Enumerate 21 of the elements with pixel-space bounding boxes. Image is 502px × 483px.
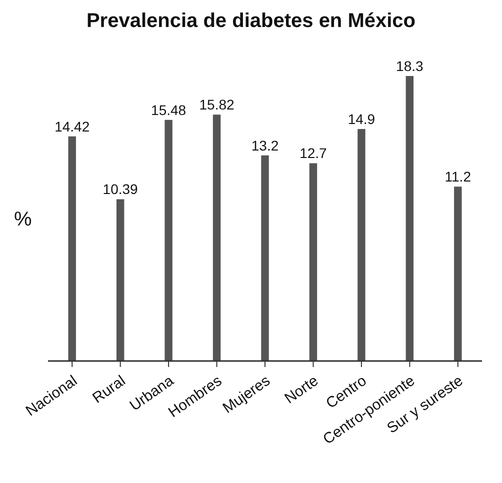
bar [406,76,414,361]
data-label: 10.39 [102,181,138,198]
data-label: 11.2 [444,168,472,185]
bar [358,128,366,361]
bar [309,163,318,361]
bar [212,114,221,361]
x-tick-label: Norte [282,372,322,408]
data-label: 12.7 [300,145,328,162]
data-label: 14.42 [54,118,90,134]
bar [454,186,462,361]
bar [261,155,269,361]
data-label: 14.9 [348,110,376,127]
data-label: 15.82 [199,96,234,113]
chart-title: Prevalencia de diabetes en México [85,9,417,34]
bar [164,120,172,361]
y-axis-title: % [14,208,32,231]
data-label: 13.2 [251,137,279,154]
data-label: 18.3 [396,58,424,74]
data-label: 15.48 [151,102,186,118]
bar [68,136,76,361]
bar [116,199,124,361]
